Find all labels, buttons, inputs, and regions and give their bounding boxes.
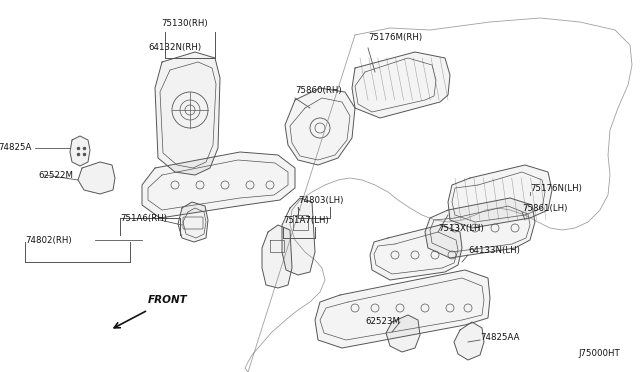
Polygon shape <box>155 52 220 175</box>
Text: 75130(RH): 75130(RH) <box>162 19 208 28</box>
Text: 62522M: 62522M <box>38 170 73 180</box>
Polygon shape <box>70 136 90 166</box>
Polygon shape <box>454 322 484 360</box>
Polygon shape <box>448 165 552 228</box>
Text: 74825AA: 74825AA <box>480 334 520 343</box>
Polygon shape <box>425 198 535 258</box>
Text: 75176M(RH): 75176M(RH) <box>368 33 422 42</box>
Text: 64132N(RH): 64132N(RH) <box>148 43 202 52</box>
Polygon shape <box>315 270 490 348</box>
Text: 75860(RH): 75860(RH) <box>295 86 342 95</box>
Text: 7513X(LH): 7513X(LH) <box>438 224 484 232</box>
Text: 74803(LH): 74803(LH) <box>298 196 344 205</box>
Text: 74802(RH): 74802(RH) <box>25 235 72 244</box>
Polygon shape <box>285 88 355 165</box>
Text: 75861(LH): 75861(LH) <box>522 203 568 212</box>
Polygon shape <box>78 162 115 194</box>
Text: J75000HT: J75000HT <box>579 349 620 358</box>
Text: 64133N(LH): 64133N(LH) <box>468 246 520 254</box>
Text: 75176N(LH): 75176N(LH) <box>530 183 582 192</box>
Text: 751A7(LH): 751A7(LH) <box>283 216 329 225</box>
Text: 62523M: 62523M <box>365 317 400 327</box>
Polygon shape <box>178 202 208 242</box>
Polygon shape <box>142 152 295 218</box>
Polygon shape <box>262 225 292 288</box>
Polygon shape <box>352 52 450 118</box>
Text: 74825A: 74825A <box>0 144 32 153</box>
Polygon shape <box>282 198 315 275</box>
Text: 751A6(RH): 751A6(RH) <box>120 214 167 222</box>
Polygon shape <box>386 315 420 352</box>
Text: FRONT: FRONT <box>148 295 188 305</box>
Polygon shape <box>370 225 462 280</box>
